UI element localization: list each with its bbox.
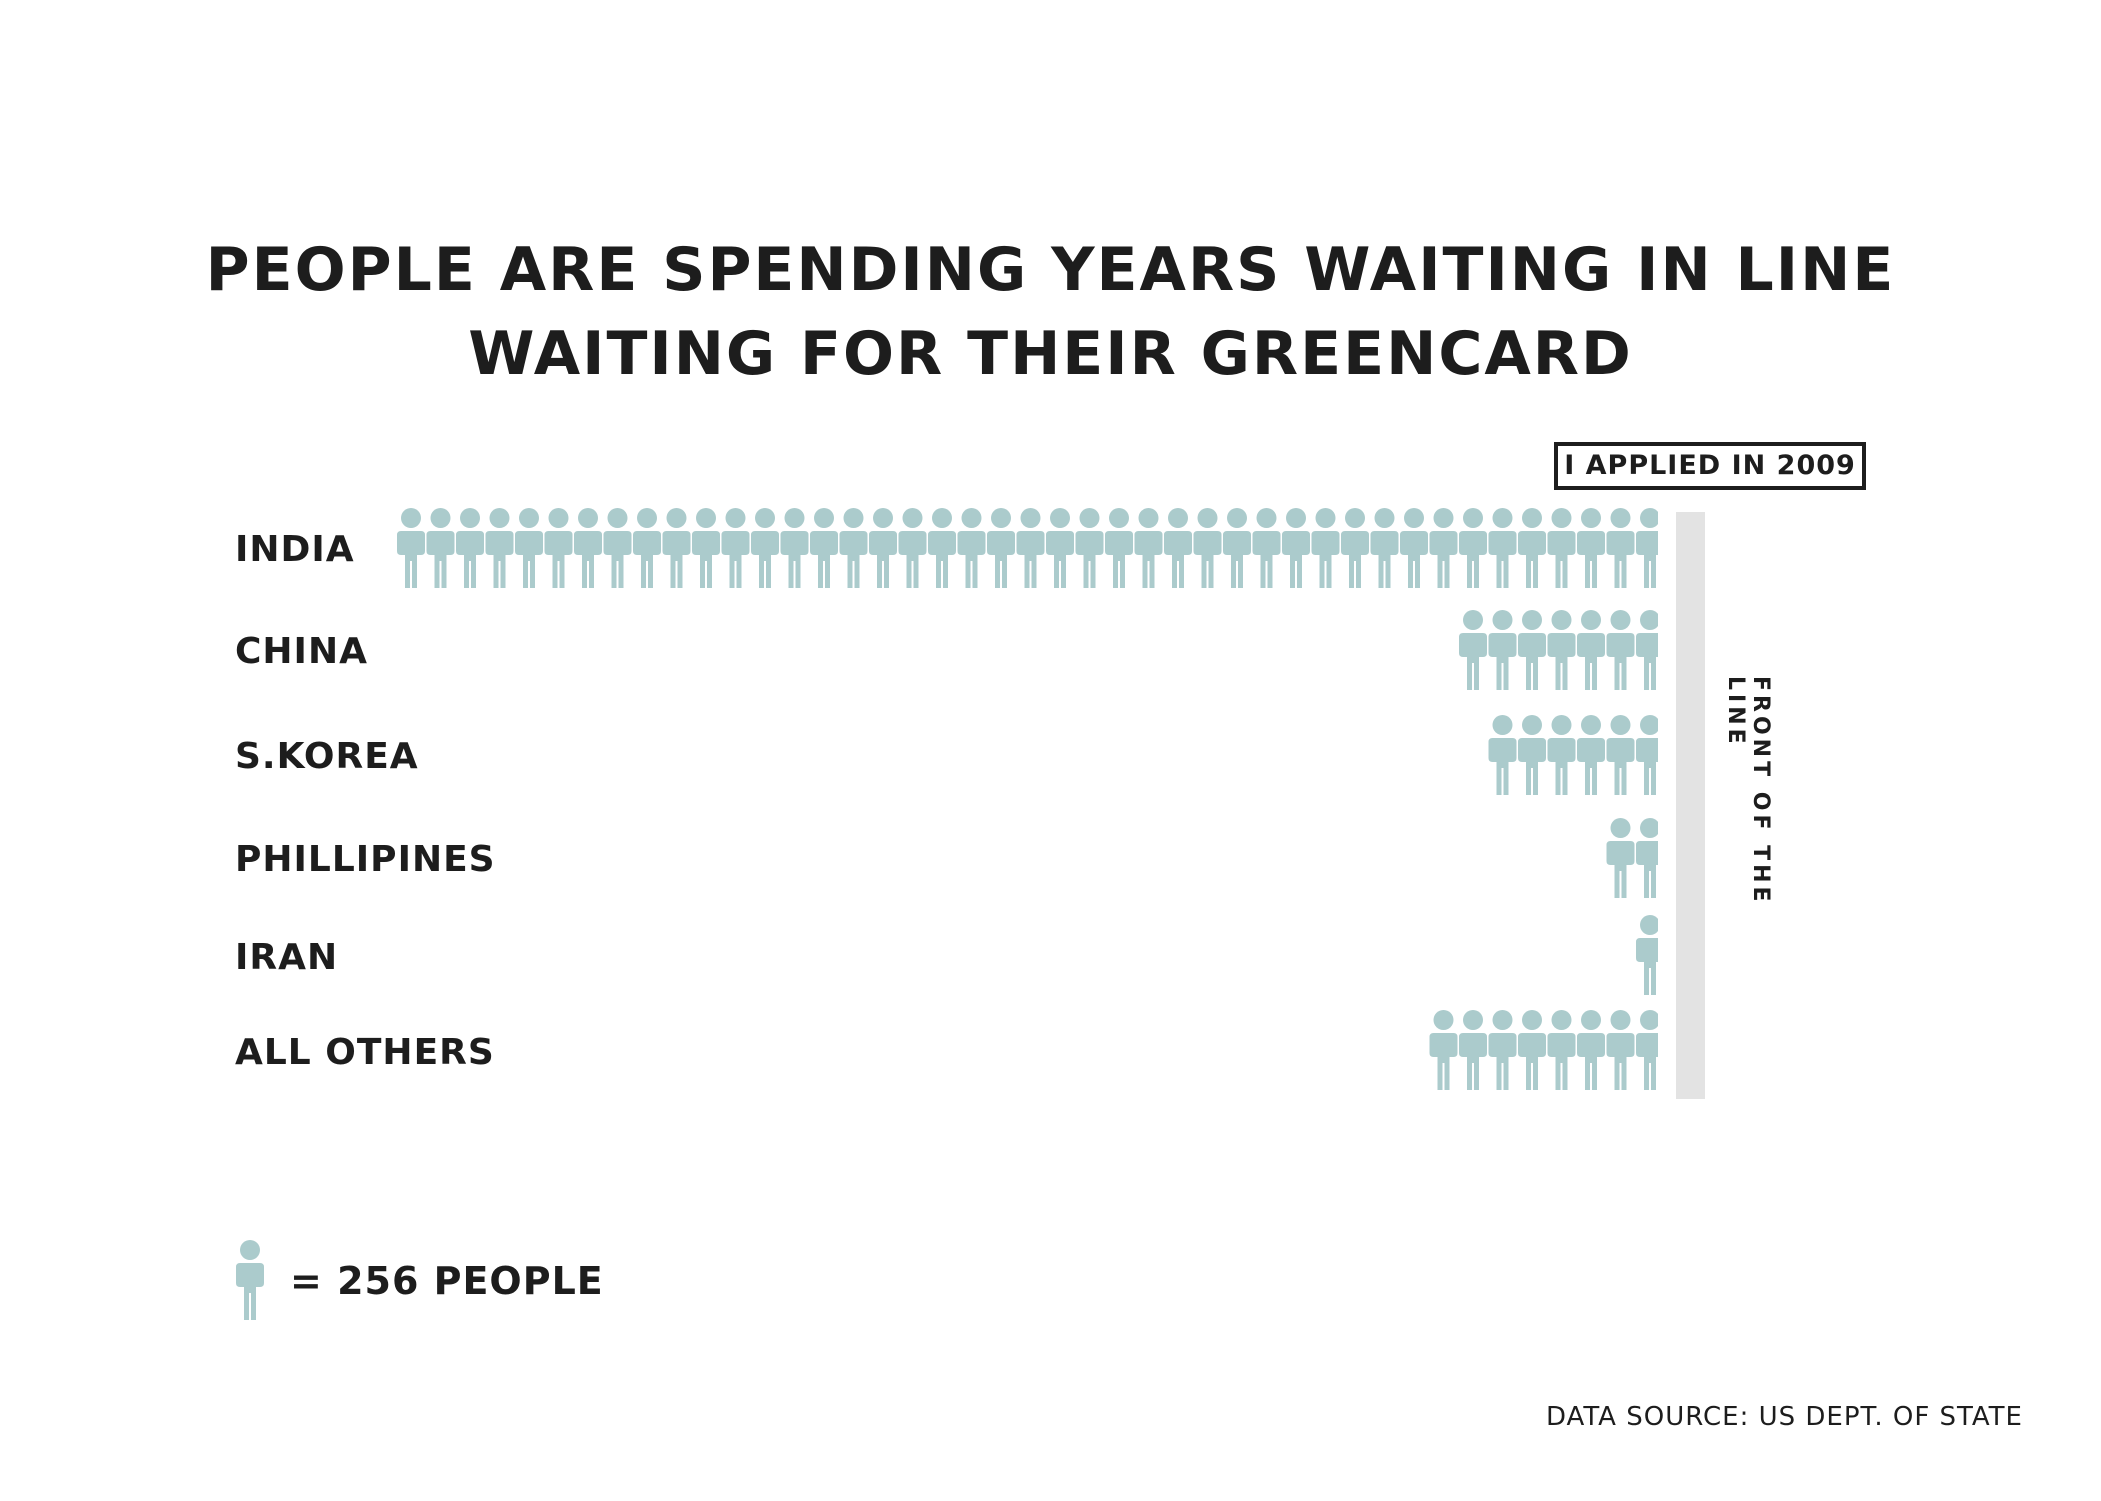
person-icon [1223, 508, 1251, 588]
person-icon [1252, 508, 1281, 588]
person-icon [1370, 508, 1399, 588]
person-icon [869, 508, 897, 588]
person-icon [1193, 508, 1222, 588]
icon-row-s-korea [1488, 715, 1658, 795]
person-icon [485, 508, 514, 588]
person-icon [633, 508, 661, 588]
person-icon [987, 508, 1015, 588]
person-icon [1459, 508, 1487, 588]
category-label-s-korea: S.KOREA [235, 736, 419, 777]
icon-row-india [397, 508, 1658, 588]
person-icon [1547, 715, 1576, 795]
icon-row-all-others [1429, 1010, 1658, 1090]
person-icon [928, 508, 956, 588]
person-icon [1606, 715, 1635, 795]
person-icon [1488, 1010, 1517, 1090]
title-line-2: WAITING FOR THEIR GREENCARD [468, 319, 1633, 389]
category-label-iran: IRAN [235, 937, 339, 978]
person-icon [1547, 610, 1576, 690]
person-icon [456, 508, 484, 588]
person-icon [1105, 508, 1133, 588]
person-icon [1016, 508, 1045, 588]
person-icon [1606, 610, 1635, 690]
person-icon [1311, 508, 1340, 588]
icon-row-phillipines [1606, 818, 1658, 898]
person-icon [1636, 715, 1658, 795]
legend-text: = 256 PEOPLE [290, 1259, 604, 1303]
person-icon [1459, 610, 1487, 690]
category-label-all-others: ALL OTHERS [235, 1032, 495, 1073]
person-icon [1518, 610, 1546, 690]
person-icon [1341, 508, 1369, 588]
person-icon [426, 508, 455, 588]
person-icon [1075, 508, 1104, 588]
person-icon [1577, 1010, 1605, 1090]
person-icon [1577, 715, 1605, 795]
person-icon [1577, 610, 1605, 690]
annotation-callout: I APPLIED IN 2009 [1554, 442, 1866, 490]
icon-row-iran [1636, 915, 1658, 995]
person-icon [1488, 508, 1517, 588]
person-icon [574, 508, 602, 588]
person-icon [721, 508, 750, 588]
category-label-china: CHINA [235, 631, 368, 672]
person-icon [1636, 818, 1658, 898]
category-label-india: INDIA [235, 529, 355, 570]
icon-row-china [1459, 610, 1658, 690]
person-icon [1547, 1010, 1576, 1090]
person-icon [1046, 508, 1074, 588]
person-icon [1636, 610, 1658, 690]
person-icon [1164, 508, 1192, 588]
person-icon [1636, 915, 1658, 995]
person-icon [397, 508, 425, 588]
person-icon [1429, 508, 1458, 588]
person-icon [1636, 1010, 1658, 1090]
person-icon [751, 508, 779, 588]
person-icon [515, 508, 543, 588]
person-icon [898, 508, 927, 588]
person-icon [957, 508, 986, 588]
person-icon [1459, 1010, 1487, 1090]
person-icon [1429, 1010, 1458, 1090]
person-icon [1488, 610, 1517, 690]
person-icon [544, 508, 573, 588]
front-of-line-label: FRONT OF THE LINE [1723, 676, 1773, 906]
person-icon [1547, 508, 1576, 588]
person-icon [662, 508, 691, 588]
person-icon [839, 508, 868, 588]
category-label-phillipines: PHILLIPINES [235, 839, 496, 880]
person-icon [1400, 508, 1428, 588]
person-icon [1606, 508, 1635, 588]
person-icon [1488, 715, 1517, 795]
person-icon [603, 508, 632, 588]
person-icon [810, 508, 838, 588]
front-of-line-bar [1676, 512, 1705, 1099]
person-icon [1518, 1010, 1546, 1090]
person-icon [1518, 508, 1546, 588]
person-icon [1606, 818, 1635, 898]
person-icon [1577, 508, 1605, 588]
legend-person-icon [236, 1240, 264, 1320]
person-icon [780, 508, 809, 588]
person-icon [1282, 508, 1310, 588]
person-icon [1636, 508, 1658, 588]
title-line-1: PEOPLE ARE SPENDING YEARS WAITING IN LIN… [205, 235, 1896, 305]
person-icon [692, 508, 720, 588]
chart-title: PEOPLE ARE SPENDING YEARS WAITING IN LIN… [0, 228, 2101, 396]
person-icon [1606, 1010, 1635, 1090]
person-icon [1518, 715, 1546, 795]
data-source: DATA SOURCE: US DEPT. OF STATE [1545, 1402, 2023, 1432]
person-icon [1134, 508, 1163, 588]
